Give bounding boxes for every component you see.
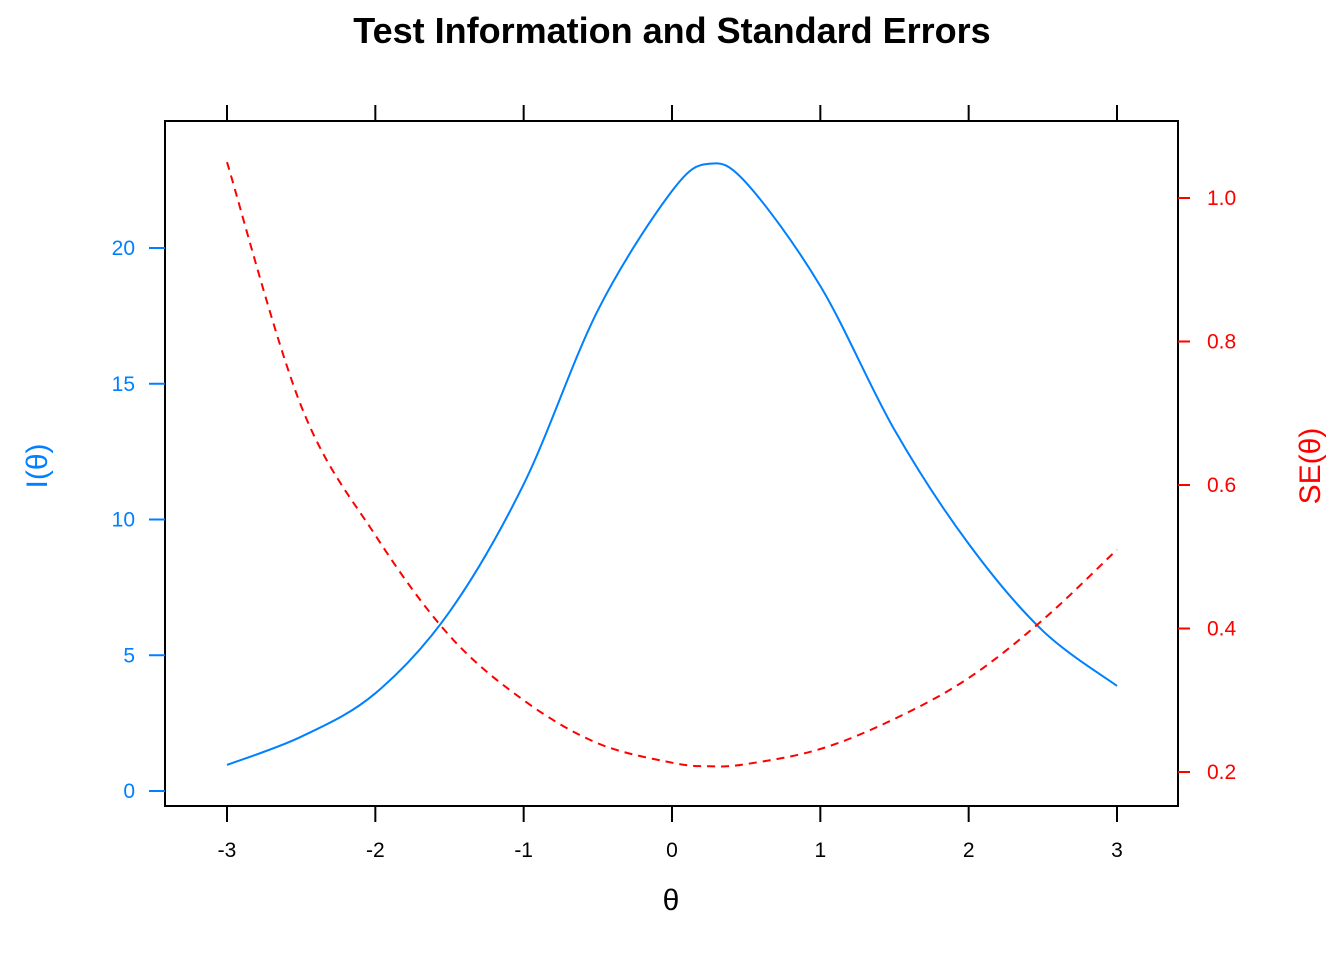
x-tick-label: -3 (218, 839, 237, 862)
y-right-tick-label: 0.2 (1207, 761, 1236, 784)
y-axis-left: 0 5 10 15 20 (112, 237, 165, 803)
information-curve (226, 162, 1118, 766)
y-right-tick-label: 0.4 (1207, 618, 1237, 641)
y-left-tick-label: 15 (112, 373, 135, 396)
y-left-tick-label: 0 (123, 780, 135, 803)
y-left-tick-label: 20 (112, 237, 135, 260)
x-tick-label: 0 (666, 839, 678, 862)
x-tick-label: -2 (366, 839, 385, 862)
y-right-tick-label: 1.0 (1207, 187, 1236, 210)
x-tick-label: 1 (814, 839, 826, 862)
y-right-tick-label: 0.6 (1207, 474, 1236, 497)
x-tick-label: 2 (963, 839, 975, 862)
x-axis: -3 -2 -1 0 1 2 3 (218, 105, 1123, 862)
chart-title: Test Information and Standard Errors (353, 10, 990, 51)
x-tick-label: -1 (514, 839, 533, 862)
y-left-tick-label: 5 (123, 644, 135, 667)
y-right-tick-label: 0.8 (1207, 331, 1236, 354)
y-left-axis-label: I(θ) (21, 444, 54, 489)
y-right-axis-label: SE(θ) (1294, 428, 1327, 505)
plot-frame (164, 120, 1179, 807)
standard-error-curve (226, 161, 1118, 768)
x-tick-label: 3 (1111, 839, 1123, 862)
y-left-tick-label: 10 (112, 509, 135, 532)
x-axis-label: θ (663, 884, 680, 917)
y-axis-right: 0.2 0.4 0.6 0.8 1.0 (1178, 187, 1237, 784)
